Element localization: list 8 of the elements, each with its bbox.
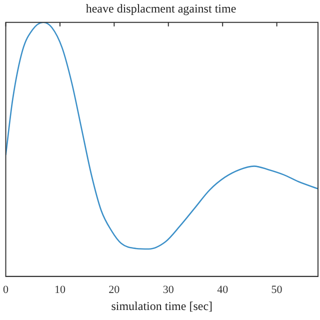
chart-title: heave displacment against time <box>86 1 236 16</box>
x-axis-title: simulation time [sec] <box>111 298 213 313</box>
x-tick-label: 10 <box>54 284 66 296</box>
x-tick-label: 0 <box>3 284 9 296</box>
x-tick-label: 20 <box>108 284 120 296</box>
x-tick-label: 30 <box>162 284 174 296</box>
x-tick-label: 50 <box>271 284 283 296</box>
x-tick-label: 40 <box>217 284 229 296</box>
